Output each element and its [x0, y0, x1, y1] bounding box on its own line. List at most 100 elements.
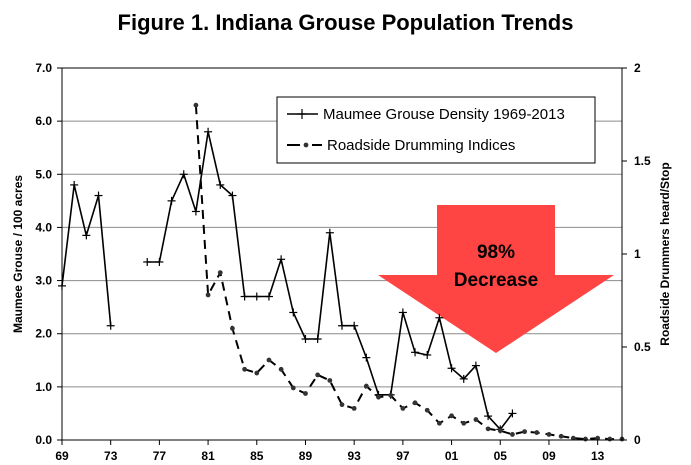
density-point: [398, 308, 407, 317]
drumming-point: [546, 432, 552, 437]
x-tick-label: 05: [494, 449, 508, 463]
drumming-point: [351, 405, 357, 411]
drumming-point: [570, 435, 576, 441]
y2-tick-label: 2: [634, 61, 641, 75]
drumming-point: [497, 428, 503, 434]
drumming-point: [254, 370, 260, 376]
decrease-percent-label: 98%: [477, 242, 515, 263]
density-point: [338, 321, 346, 330]
legend-dot: [303, 142, 309, 148]
x-tick-label: 77: [153, 449, 167, 463]
density-point: [264, 292, 273, 301]
density-point: [435, 313, 444, 322]
y-axis-label: Maumee Grouse / 100 acres: [11, 175, 25, 333]
x-tick-label: 85: [250, 449, 264, 463]
drumming-point: [436, 420, 442, 426]
drumming-point: [461, 420, 467, 426]
drumming-point: [217, 270, 223, 275]
drumming-point: [424, 407, 430, 413]
density-point: [70, 180, 79, 189]
x-tick-label: 81: [201, 449, 215, 463]
y-tick-label: 6.0: [35, 114, 52, 128]
drumming-point: [230, 326, 235, 331]
drumming-point: [327, 378, 333, 383]
x-tick-label: 09: [542, 449, 556, 463]
y2-tick-label: 0.5: [634, 340, 651, 354]
chart-title: Figure 1. Indiana Grouse Population Tren…: [117, 10, 574, 35]
x-tick-label: 13: [591, 449, 605, 463]
drumming-point: [449, 413, 454, 419]
legend: Maumee Grouse Density 1969-2013 Roadside…: [276, 96, 596, 164]
density-point: [289, 308, 298, 317]
drumming-point: [315, 372, 321, 378]
legend-symbol-density: [287, 109, 318, 119]
density-point: [216, 180, 225, 189]
y-tick-label: 4.0: [35, 220, 52, 234]
density-point: [155, 257, 164, 266]
density-point: [94, 191, 103, 200]
density-point: [179, 170, 188, 179]
drumming-point: [388, 392, 394, 398]
decrease-arrow-shape: [378, 205, 614, 353]
density-point: [204, 127, 213, 136]
density-point: [484, 412, 493, 421]
legend-label-drumming: Roadside Drumming Indices: [327, 137, 515, 154]
y-axis-ticks: 0.0 1.0 2.0 3.0 4.0 5.0 6.0 7.0: [35, 61, 62, 447]
drumming-point: [303, 391, 308, 396]
series-layer: [58, 102, 625, 442]
density-point: [277, 255, 286, 264]
y2-tick-label: 1.5: [634, 154, 651, 168]
drumming-point: [534, 430, 540, 435]
density-point: [228, 191, 237, 200]
density-point: [240, 292, 249, 301]
x-tick-label: 69: [55, 449, 69, 463]
density-point: [143, 257, 152, 266]
drumming-point: [193, 102, 199, 108]
y-tick-label: 7.0: [35, 61, 52, 75]
legend-symbol-drumming: [287, 142, 322, 148]
y2-axis-ticks: 0 0.5 1 1.5 2: [622, 61, 651, 447]
drumming-point: [290, 385, 296, 391]
density-line: [61, 184, 112, 326]
legend-box: [276, 96, 596, 164]
density-point: [106, 321, 115, 330]
y2-axis-label: Roadside Drummers heard/Stop: [658, 162, 672, 345]
density-point: [508, 409, 517, 418]
y-tick-label: 3.0: [35, 274, 52, 288]
x-tick-label: 01: [445, 449, 459, 463]
density-point: [301, 335, 310, 344]
drumming-point: [266, 357, 272, 363]
decrease-callout: 98% Decrease: [378, 205, 614, 353]
y-tick-label: 5.0: [35, 167, 52, 181]
y-tick-label: 1.0: [35, 380, 52, 394]
density-point: [459, 374, 468, 383]
density-point: [167, 196, 176, 205]
drumming-point: [607, 436, 613, 442]
drumming-point: [510, 432, 515, 437]
drumming-point: [522, 429, 528, 435]
drumming-point: [412, 400, 418, 406]
drumming-point: [473, 417, 479, 422]
density-point: [447, 364, 456, 373]
drumming-point: [278, 366, 284, 372]
drumming-point: [558, 433, 564, 439]
x-tick-label: 97: [396, 449, 410, 463]
y2-tick-label: 0: [634, 433, 641, 447]
drumming-point: [400, 405, 406, 411]
density-point: [313, 335, 322, 344]
density-point: [471, 361, 480, 370]
drumming-point: [583, 436, 588, 442]
density-point: [411, 348, 420, 357]
y-tick-label: 2.0: [35, 327, 52, 341]
density-point: [252, 292, 261, 301]
drumming-point: [339, 402, 345, 408]
drumming-point: [485, 426, 491, 432]
density-point: [423, 350, 432, 359]
drumming-point: [242, 366, 248, 372]
y2-tick-label: 1: [634, 247, 641, 261]
drumming-point: [363, 383, 369, 389]
legend-label-density: Maumee Grouse Density 1969-2013: [323, 106, 565, 123]
drumming-point: [205, 292, 211, 298]
drumming-point: [376, 394, 381, 400]
drumming-point: [595, 435, 601, 441]
